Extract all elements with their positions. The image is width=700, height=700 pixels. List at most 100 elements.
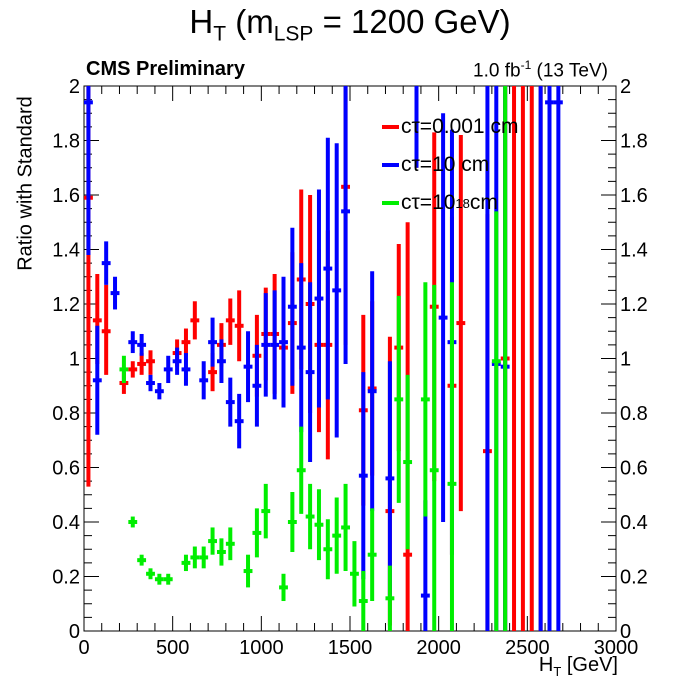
y-tick-label: 0.8 <box>52 403 80 425</box>
legend-swatch <box>382 201 399 205</box>
y-tick-label-right: 0.2 <box>620 567 648 589</box>
data-point <box>414 86 419 168</box>
data-point <box>456 135 466 512</box>
data-point <box>128 361 138 378</box>
data-point <box>503 86 508 631</box>
data-point <box>314 489 324 561</box>
y-tick-label-right: 0.6 <box>620 458 648 480</box>
data-point <box>101 241 111 285</box>
legend-swatch <box>382 163 399 167</box>
y-tick-label: 1.2 <box>52 294 80 316</box>
data-point <box>225 527 235 561</box>
data-point <box>367 508 377 602</box>
data-point <box>252 508 262 558</box>
data-point <box>84 86 93 255</box>
data-point <box>553 86 563 631</box>
data-point <box>529 86 534 631</box>
data-point <box>154 383 164 400</box>
y-tick-label: 1.6 <box>52 185 80 207</box>
data-point <box>92 325 102 435</box>
data-point <box>128 331 138 354</box>
data-point <box>279 573 288 602</box>
legend-item-ct-1e18: cτ= 10 18 cm <box>382 184 518 222</box>
y-tick-label: 0.4 <box>52 512 80 534</box>
data-point <box>128 516 138 528</box>
data-point <box>137 554 147 566</box>
data-point <box>323 137 333 400</box>
data-point <box>485 86 490 631</box>
data-point <box>323 519 333 580</box>
x-tick-label: 1500 <box>328 637 373 659</box>
data-point <box>181 353 191 386</box>
x-tick-label: 2000 <box>416 637 461 659</box>
x-tick-label: 0 <box>78 637 89 659</box>
y-tick-label-right: 2 <box>620 76 631 98</box>
y-tick-label: 0.2 <box>52 567 80 589</box>
data-point <box>234 290 244 362</box>
y-tick-label-right: 1.6 <box>620 185 648 207</box>
y-tick-label-right: 0 <box>620 621 631 643</box>
data-point <box>137 353 147 375</box>
data-point <box>163 355 173 384</box>
y-tick-label-right: 1.2 <box>620 294 648 316</box>
data-point <box>350 541 359 607</box>
x-axis-label: HT [GeV] <box>538 654 618 679</box>
y-tick-label-right: 1 <box>620 349 631 371</box>
data-point <box>429 284 439 631</box>
data-point <box>137 333 147 356</box>
data-point <box>491 211 501 631</box>
data-point <box>190 546 200 569</box>
y-tick-label-right: 0.8 <box>620 403 648 425</box>
y-axis-label: Ratio with Standard <box>14 96 37 271</box>
data-point <box>217 538 226 566</box>
y-tick-label-right: 1.8 <box>620 131 648 153</box>
data-point <box>270 290 280 400</box>
y-tick-label: 1.8 <box>52 131 80 153</box>
data-point <box>234 393 244 449</box>
data-point <box>172 347 182 375</box>
y-tick-label: 0.6 <box>52 458 80 480</box>
series-2 <box>119 86 508 631</box>
data-point <box>438 113 448 522</box>
data-point <box>146 568 155 580</box>
data-point <box>199 546 209 569</box>
data-point <box>163 573 173 585</box>
data-point <box>199 361 209 400</box>
data-point <box>190 301 200 340</box>
data-point <box>403 374 413 550</box>
data-point <box>287 492 297 552</box>
data-series <box>84 86 563 631</box>
data-point <box>341 86 350 364</box>
data-point <box>287 227 297 386</box>
x-tick-label: 500 <box>156 637 189 659</box>
data-point <box>261 483 271 539</box>
data-point <box>154 573 164 585</box>
legend-item-ct-10: cτ= 10 cm <box>382 146 518 184</box>
data-point <box>305 483 315 550</box>
x-tick-label: 3000 <box>594 637 639 659</box>
data-point <box>252 344 262 427</box>
data-point <box>512 86 517 631</box>
data-point <box>243 554 253 588</box>
data-point <box>394 295 404 503</box>
data-point <box>101 284 111 375</box>
legend: cτ= 0.001 cm cτ= 10 cm cτ= 10 18 cm <box>382 108 518 222</box>
data-point <box>385 565 395 631</box>
data-point <box>520 86 525 631</box>
data-point <box>358 372 368 580</box>
data-point <box>314 189 324 408</box>
data-point <box>119 355 129 384</box>
data-point <box>447 282 457 631</box>
data-point <box>279 276 288 408</box>
data-point <box>341 483 350 572</box>
chart-title: HT (mLSP = 1200 GeV) <box>189 3 511 46</box>
data-point <box>420 500 430 631</box>
x-tick-label: 2500 <box>505 637 550 659</box>
data-point <box>181 554 191 572</box>
data-point <box>332 143 342 438</box>
data-point <box>217 339 226 384</box>
y-tick-label: 0 <box>69 621 80 643</box>
data-point <box>538 86 543 631</box>
